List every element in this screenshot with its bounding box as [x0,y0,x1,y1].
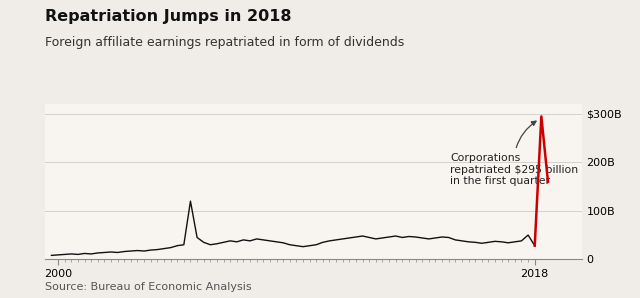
Text: Source: Bureau of Economic Analysis: Source: Bureau of Economic Analysis [45,282,252,292]
Text: Corporations
repatriated $295 billion
in the first quarter: Corporations repatriated $295 billion in… [450,121,578,186]
Text: Repatriation Jumps in 2018: Repatriation Jumps in 2018 [45,9,291,24]
Text: Foreign affiliate earnings repatriated in form of dividends: Foreign affiliate earnings repatriated i… [45,36,404,49]
